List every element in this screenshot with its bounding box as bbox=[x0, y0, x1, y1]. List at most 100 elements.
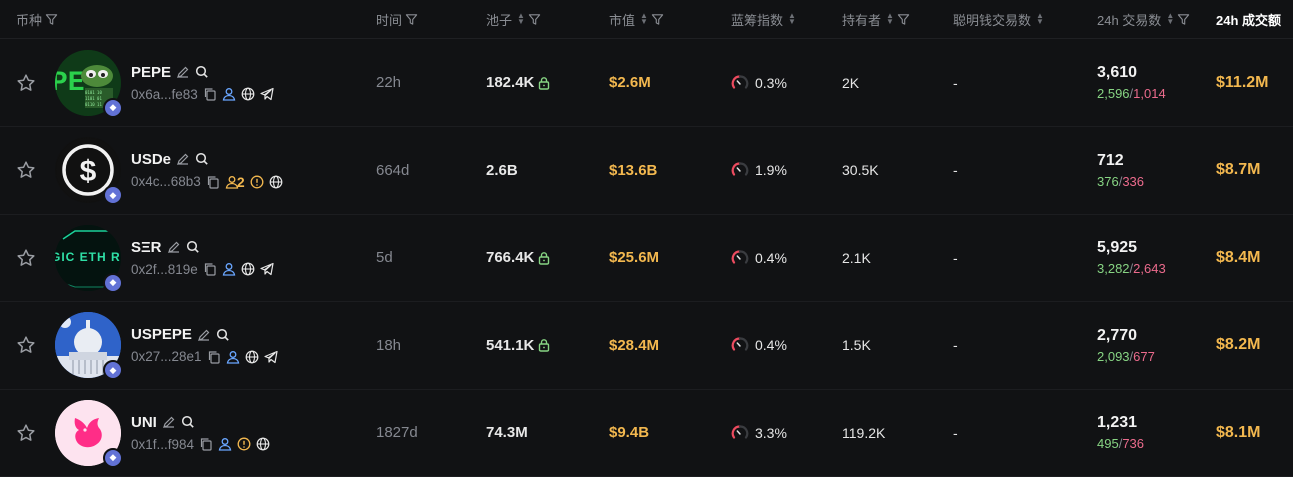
telegram-icon[interactable] bbox=[263, 350, 278, 364]
edit-icon[interactable] bbox=[197, 328, 211, 342]
sort-icon[interactable]: ▲ ▼ bbox=[1036, 11, 1044, 26]
sort-icon[interactable]: ▲ ▼ bbox=[640, 11, 648, 26]
market-cap: $28.4M bbox=[609, 336, 660, 354]
token-avatar[interactable]: ◆ bbox=[55, 389, 123, 476]
header-blue-chip[interactable]: 蓝筹指数 ▲ ▼ bbox=[731, 11, 796, 28]
table-row[interactable]: ◆ UNI 0x1f...f984 1827d 74.3M $9.4B 3.3% 119.2K… bbox=[0, 389, 1293, 477]
table-row[interactable]: GIC ETH R ◆ SΞR 0x2f...819e 5d 766.4K $25.6M 0.… bbox=[0, 214, 1293, 302]
token-name[interactable]: SΞR bbox=[131, 238, 162, 256]
token-address[interactable]: 0x1f...f984 bbox=[131, 436, 195, 452]
globe-icon[interactable] bbox=[256, 437, 270, 451]
smart-money-tx: - bbox=[953, 337, 958, 353]
header-vol-24h[interactable]: 24h 成交额 bbox=[1216, 12, 1282, 28]
pool-liquidity: 766.4K bbox=[486, 214, 551, 301]
user-icon[interactable] bbox=[226, 350, 240, 364]
copy-icon[interactable] bbox=[203, 87, 217, 101]
search-icon[interactable] bbox=[195, 65, 209, 79]
globe-icon[interactable] bbox=[241, 262, 255, 276]
tx-24h: 712 376/336 bbox=[1097, 127, 1144, 214]
pool-value: 541.1K bbox=[486, 336, 535, 354]
table-row[interactable]: $ ◆ USDe 0x4c...68b3 2 664d 2.6B $13.6B 1.9% 30.5… bbox=[0, 127, 1293, 215]
favorite-star-icon[interactable] bbox=[14, 302, 38, 389]
edit-icon[interactable] bbox=[162, 415, 176, 429]
search-icon[interactable] bbox=[216, 328, 230, 342]
tx-buys: 2,093 bbox=[1097, 348, 1130, 364]
blue-chip-value: 0.4% bbox=[755, 249, 787, 266]
header-pool[interactable]: 池子 ▲ ▼ bbox=[486, 0, 541, 38]
globe-icon[interactable] bbox=[241, 87, 255, 101]
filter-icon[interactable] bbox=[1177, 13, 1190, 26]
tx-24h: 1,231 495/736 bbox=[1097, 389, 1144, 476]
token-address[interactable]: 0x6a...fe83 bbox=[131, 86, 198, 102]
token-avatar[interactable]: PE 0101 10 1101 01 0110 11 ◆ bbox=[55, 39, 123, 126]
favorite-star-icon[interactable] bbox=[14, 389, 38, 476]
table-header: 币种 时间 池子 ▲ ▼ 市值 ▲ ▼ 蓝筹指数 ▲ ▼ 持有者 ▲ ▼ 聪明钱交易数 bbox=[0, 0, 1293, 39]
pepe-frog-icon: PE 0101 10 1101 01 0110 11 ◆ bbox=[55, 49, 123, 118]
sort-icon[interactable]: ▲ ▼ bbox=[517, 11, 525, 26]
filter-icon[interactable] bbox=[528, 13, 541, 26]
copy-icon[interactable] bbox=[199, 437, 213, 451]
copy-icon[interactable] bbox=[206, 175, 220, 189]
globe-icon[interactable] bbox=[245, 350, 259, 364]
search-icon[interactable] bbox=[186, 240, 200, 254]
header-time[interactable]: 时间 bbox=[376, 0, 418, 38]
favorite-star-icon[interactable] bbox=[14, 214, 38, 301]
tx-total: 1,231 bbox=[1097, 414, 1138, 431]
filter-icon[interactable] bbox=[651, 13, 664, 26]
tx-buys: 3,282 bbox=[1097, 261, 1130, 276]
table-row[interactable]: ◆ USPEPE 0x27...28e1 18h 541.1K $28.4M 0.4% 1.5… bbox=[0, 302, 1293, 390]
token-name[interactable]: UNI bbox=[131, 413, 157, 431]
token-avatar[interactable]: ◆ bbox=[55, 302, 123, 389]
favorite-star-icon[interactable] bbox=[14, 39, 38, 126]
header-coin[interactable]: 币种 bbox=[16, 0, 58, 38]
user-icon[interactable] bbox=[222, 87, 236, 101]
copy-icon[interactable] bbox=[207, 350, 221, 364]
filter-icon[interactable] bbox=[45, 13, 58, 26]
globe-icon[interactable] bbox=[269, 175, 283, 189]
header-holders[interactable]: 持有者 ▲ ▼ bbox=[842, 0, 910, 38]
holders-count: 1.5K bbox=[842, 337, 871, 353]
user-icon[interactable] bbox=[218, 437, 232, 451]
token-name[interactable]: PEPE bbox=[131, 63, 172, 81]
token-avatar[interactable]: $ ◆ bbox=[55, 127, 123, 214]
search-icon[interactable] bbox=[195, 152, 209, 166]
filter-icon[interactable] bbox=[405, 13, 418, 26]
token-address[interactable]: 0x4c...68b3 bbox=[131, 174, 201, 189]
tx-total: 5,925 bbox=[1097, 239, 1138, 256]
token-address[interactable]: 0x27...28e1 bbox=[131, 349, 202, 364]
header-mcap[interactable]: 市值 ▲ ▼ bbox=[609, 0, 664, 38]
sort-icon[interactable]: ▲ ▼ bbox=[788, 11, 796, 26]
token-age: 22h bbox=[376, 74, 402, 91]
token-address[interactable]: 0x2f...819e bbox=[131, 261, 198, 277]
search-icon[interactable] bbox=[181, 415, 195, 429]
dev-holders-count: 2 bbox=[236, 173, 245, 190]
sort-icon[interactable]: ▲ ▼ bbox=[886, 11, 894, 26]
token-avatar[interactable]: GIC ETH R ◆ bbox=[55, 214, 123, 301]
blue-chip-value: 3.3% bbox=[755, 424, 787, 441]
telegram-icon[interactable] bbox=[260, 87, 274, 101]
warning-icon[interactable] bbox=[237, 437, 251, 451]
favorite-star-icon[interactable] bbox=[14, 127, 38, 214]
token-name[interactable]: USDe bbox=[131, 150, 172, 168]
token-age: 1827d bbox=[376, 424, 418, 441]
table-row[interactable]: PE 0101 10 1101 01 0110 11 ◆ PEPE 0x6a...fe83 2… bbox=[0, 39, 1293, 127]
tx-total: 712 bbox=[1097, 151, 1124, 169]
copy-icon[interactable] bbox=[203, 262, 217, 276]
telegram-icon[interactable] bbox=[260, 262, 274, 276]
user-icon[interactable] bbox=[222, 262, 236, 276]
warning-icon[interactable] bbox=[250, 175, 264, 189]
dev-holders-icon[interactable]: 2 bbox=[225, 174, 245, 190]
header-smart-tx[interactable]: 聪明钱交易数 ▲ ▼ bbox=[953, 11, 1044, 28]
edit-icon[interactable] bbox=[176, 152, 190, 166]
tx-24h: 3,610 2,596/1,014 bbox=[1097, 39, 1166, 126]
edit-icon[interactable] bbox=[176, 65, 190, 79]
token-name[interactable]: USPEPE bbox=[131, 326, 192, 343]
tx-sells: 677 bbox=[1133, 348, 1155, 364]
header-tx-24h[interactable]: 24h 交易数 ▲ ▼ bbox=[1097, 0, 1190, 38]
market-cap: $2.6M bbox=[609, 74, 651, 91]
edit-icon[interactable] bbox=[167, 240, 181, 254]
sort-icon[interactable]: ▲ ▼ bbox=[1166, 11, 1175, 26]
filter-icon[interactable] bbox=[897, 13, 910, 26]
avatar-text: GIC ETH R bbox=[55, 249, 121, 264]
